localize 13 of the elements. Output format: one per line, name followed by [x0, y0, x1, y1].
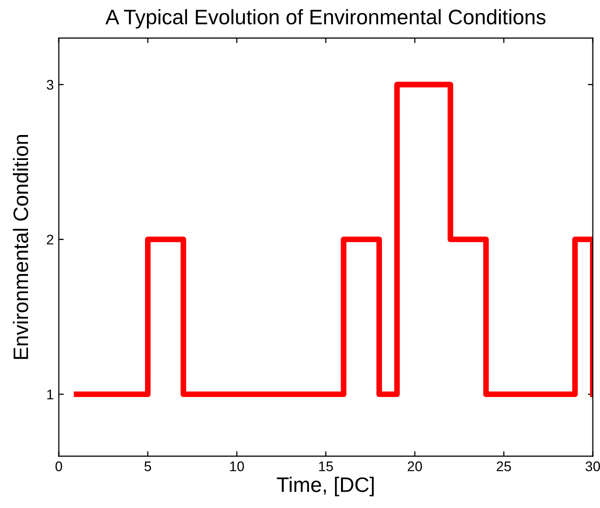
y-axis-title: Environmental Condition [12, 135, 28, 359]
x-tick-label: 10 [230, 461, 244, 472]
chart-title: A Typical Evolution of Environmental Conditions [105, 9, 546, 29]
x-tick-label: 0 [55, 461, 62, 472]
x-tick-label: 15 [319, 462, 333, 472]
y-tick-label: 2 [46, 234, 54, 244]
x-tick-label: 5 [144, 462, 152, 472]
x-tick-label: 25 [496, 461, 511, 472]
x-tick-label: 20 [408, 461, 422, 472]
x-axis-title: Time, [DC] [276, 476, 374, 496]
y-tick-label: 1 [47, 390, 54, 400]
x-tick-label: 30 [586, 461, 600, 472]
y-tick-label: 3 [46, 80, 54, 90]
